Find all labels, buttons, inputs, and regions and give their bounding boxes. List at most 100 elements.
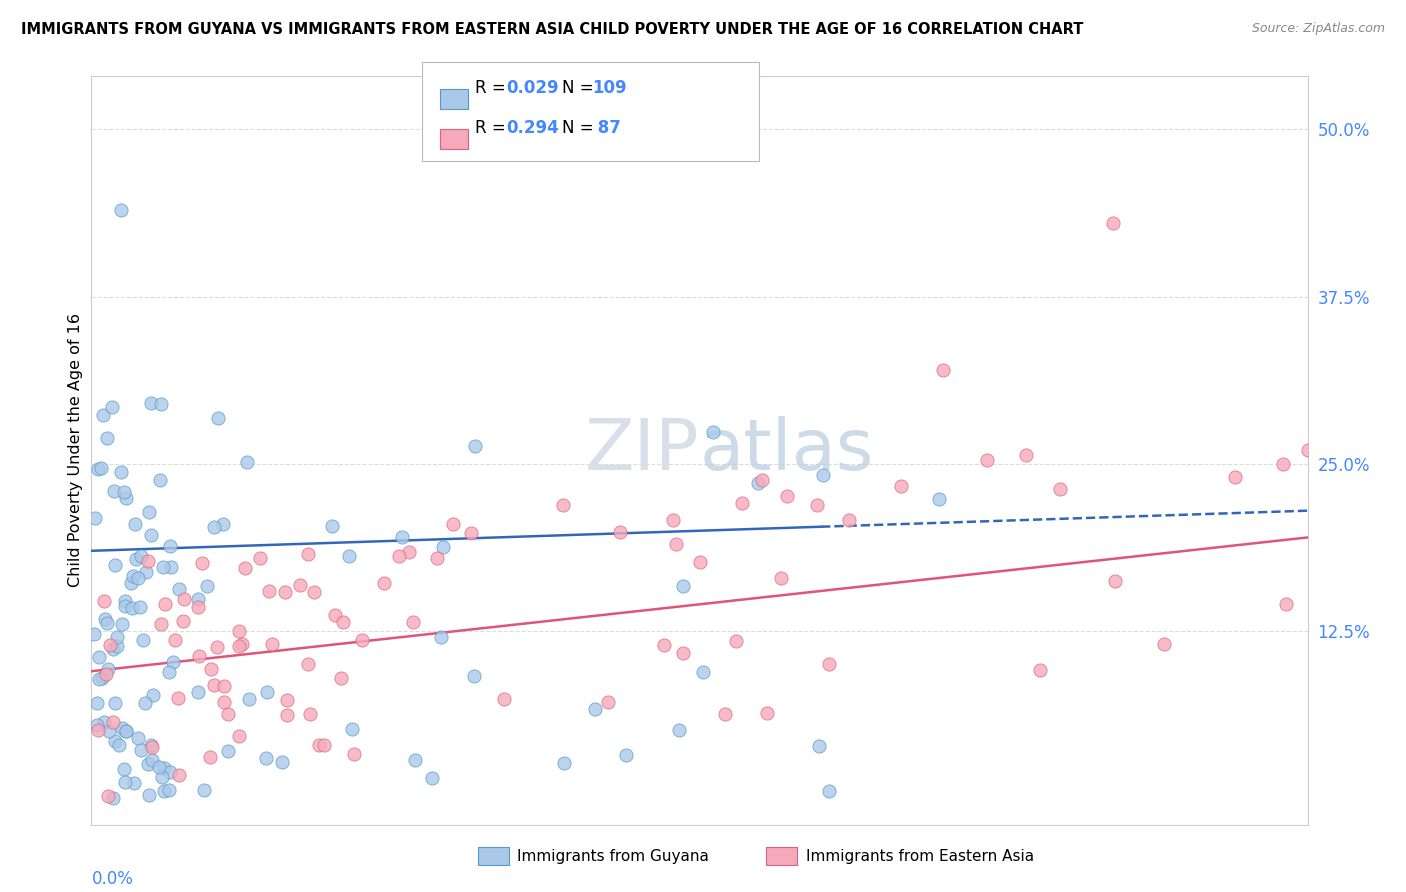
Point bbox=[105, 631, 128, 645]
Point bbox=[769, 571, 792, 585]
Point bbox=[86, 718, 108, 732]
Text: ZIP: ZIP bbox=[585, 416, 699, 485]
Point bbox=[420, 771, 443, 785]
Point bbox=[492, 692, 515, 706]
Point bbox=[93, 612, 115, 626]
Point bbox=[217, 707, 239, 722]
Point bbox=[157, 782, 180, 797]
Point bbox=[93, 594, 115, 608]
Point bbox=[153, 597, 176, 611]
Point bbox=[101, 641, 124, 656]
Point bbox=[430, 630, 453, 644]
Point bbox=[1029, 664, 1052, 678]
Point bbox=[136, 757, 159, 772]
Text: Immigrants from Guyana: Immigrants from Guyana bbox=[517, 849, 709, 863]
Point bbox=[129, 599, 152, 614]
Point bbox=[129, 549, 152, 563]
Point bbox=[312, 738, 335, 752]
Point bbox=[114, 491, 136, 506]
Point bbox=[112, 762, 135, 776]
Point bbox=[1272, 457, 1295, 471]
Point bbox=[290, 578, 312, 592]
Point bbox=[90, 461, 112, 475]
Point bbox=[228, 624, 250, 639]
Point bbox=[464, 438, 486, 452]
Point bbox=[136, 554, 159, 568]
Point bbox=[404, 753, 426, 767]
Point bbox=[274, 585, 297, 599]
Point bbox=[141, 753, 163, 767]
Point bbox=[231, 637, 253, 651]
Point bbox=[747, 476, 769, 491]
Point bbox=[152, 761, 174, 775]
Point bbox=[463, 669, 485, 683]
Point bbox=[202, 520, 225, 534]
Point bbox=[460, 525, 482, 540]
Point bbox=[114, 775, 136, 789]
Text: 0.294: 0.294 bbox=[506, 120, 560, 137]
Point bbox=[330, 671, 353, 685]
Point bbox=[928, 492, 950, 507]
Point bbox=[103, 791, 125, 805]
Point bbox=[298, 707, 321, 722]
Point bbox=[89, 672, 111, 686]
Point bbox=[200, 662, 222, 676]
Point bbox=[96, 666, 118, 681]
Point bbox=[931, 363, 953, 377]
Point bbox=[228, 639, 250, 653]
Point bbox=[142, 688, 165, 702]
Point bbox=[583, 701, 606, 715]
Text: Immigrants from Eastern Asia: Immigrants from Eastern Asia bbox=[806, 849, 1033, 863]
Point bbox=[127, 571, 149, 585]
Point bbox=[302, 585, 325, 599]
Point bbox=[238, 691, 260, 706]
Point bbox=[441, 516, 464, 531]
Point bbox=[332, 615, 354, 630]
Point bbox=[195, 579, 218, 593]
Point bbox=[755, 706, 778, 721]
Point bbox=[402, 615, 425, 630]
Point bbox=[323, 607, 346, 622]
Point bbox=[115, 724, 138, 739]
Point bbox=[614, 747, 637, 762]
Point bbox=[271, 755, 294, 769]
Point bbox=[141, 738, 163, 752]
Point bbox=[93, 714, 115, 729]
Point bbox=[141, 739, 163, 754]
Point bbox=[609, 524, 631, 539]
Point bbox=[198, 749, 221, 764]
Text: N =: N = bbox=[562, 120, 599, 137]
Point bbox=[236, 455, 259, 469]
Point bbox=[87, 723, 110, 737]
Text: R =: R = bbox=[475, 79, 512, 97]
Point bbox=[343, 747, 366, 761]
Point bbox=[149, 617, 172, 632]
Point bbox=[1223, 470, 1246, 484]
Text: 109: 109 bbox=[592, 79, 627, 97]
Point bbox=[104, 733, 127, 747]
Point bbox=[103, 715, 125, 730]
Point bbox=[212, 695, 235, 709]
Point bbox=[149, 397, 172, 411]
Text: 0.029: 0.029 bbox=[506, 79, 558, 97]
Point bbox=[114, 594, 136, 608]
Point bbox=[132, 633, 155, 648]
Point bbox=[91, 409, 114, 423]
Point bbox=[652, 638, 675, 652]
Point bbox=[340, 722, 363, 736]
Point bbox=[191, 556, 214, 570]
Point bbox=[103, 484, 125, 499]
Point bbox=[388, 549, 411, 563]
Point bbox=[205, 640, 228, 655]
Point bbox=[217, 744, 239, 758]
Point bbox=[426, 551, 449, 566]
Point bbox=[173, 592, 195, 607]
Text: IMMIGRANTS FROM GUYANA VS IMMIGRANTS FROM EASTERN ASIA CHILD POVERTY UNDER THE A: IMMIGRANTS FROM GUYANA VS IMMIGRANTS FRO… bbox=[21, 22, 1084, 37]
Point bbox=[188, 649, 211, 664]
Point bbox=[193, 783, 215, 797]
Point bbox=[86, 462, 108, 476]
Point bbox=[167, 690, 190, 705]
Point bbox=[249, 550, 271, 565]
Point bbox=[724, 633, 747, 648]
Point bbox=[553, 756, 575, 770]
